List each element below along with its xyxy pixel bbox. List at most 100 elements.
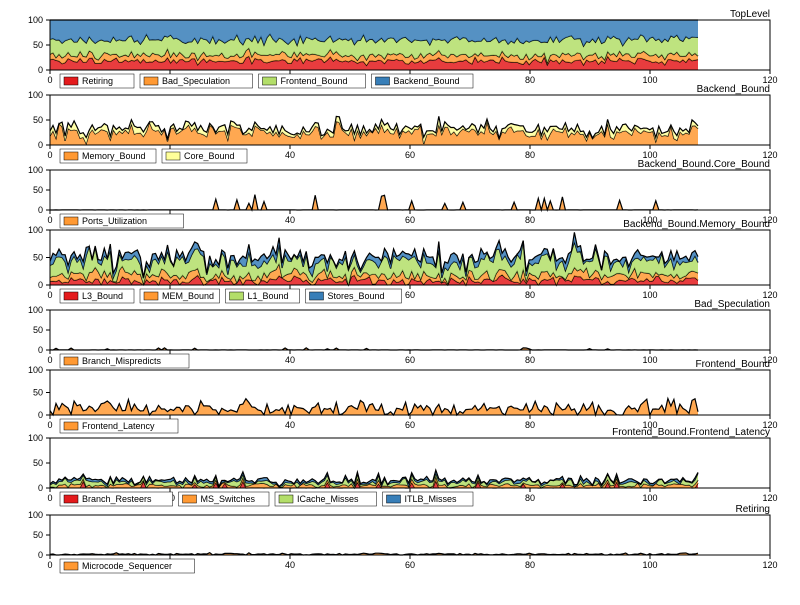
legend-label: Frontend_Latency	[82, 421, 155, 431]
legend-label: Memory_Bound	[82, 151, 146, 161]
y-tick-label: 100	[28, 15, 43, 25]
y-tick-label: 0	[38, 483, 43, 493]
y-tick-label: 100	[28, 305, 43, 315]
x-tick-label: 0	[47, 420, 52, 430]
x-tick-label: 80	[525, 560, 535, 570]
panel-title: Retiring	[736, 504, 770, 515]
legend: Memory_Bound Core_Bound	[60, 149, 247, 163]
x-tick-label: 0	[47, 290, 52, 300]
legend: Microcode_Sequencer	[60, 559, 195, 573]
panel-frontend-bound-frontend-latency: Frontend_Bound.Frontend_Latency050100020…	[28, 427, 778, 506]
legend-label: ITLB_Misses	[405, 494, 458, 504]
x-tick-label: 60	[405, 150, 415, 160]
x-tick-label: 80	[525, 355, 535, 365]
legend-label: Backend_Bound	[394, 76, 460, 86]
x-tick-label: 40	[285, 420, 295, 430]
panel-title: Frontend_Bound.Frontend_Latency	[612, 427, 770, 438]
y-tick-label: 0	[38, 65, 43, 75]
y-tick-label: 0	[38, 345, 43, 355]
x-tick-label: 60	[405, 215, 415, 225]
legend-label: Branch_Resteers	[82, 494, 152, 504]
panel-backend-bound: Backend_Bound050100020406080100120Memory…	[28, 84, 778, 163]
x-tick-label: 0	[47, 215, 52, 225]
panel-backend-bound-memory-bound: Backend_Bound.Memory_Bound05010002040608…	[28, 219, 778, 303]
legend-label: MS_Switches	[201, 494, 256, 504]
x-tick-label: 80	[525, 290, 535, 300]
legend-label: L1_Bound	[248, 291, 289, 301]
y-tick-label: 0	[38, 205, 43, 215]
x-tick-label: 0	[47, 75, 52, 85]
legend-label: Ports_Utilization	[82, 216, 147, 226]
x-tick-label: 100	[642, 75, 657, 85]
x-tick-label: 80	[525, 493, 535, 503]
y-tick-label: 50	[33, 115, 43, 125]
y-tick-label: 50	[33, 40, 43, 50]
panel-retiring: Retiring050100020406080100120Microcode_S…	[28, 504, 778, 573]
series-line	[50, 195, 698, 210]
x-tick-label: 60	[405, 420, 415, 430]
panel-title: TopLevel	[730, 9, 770, 20]
legend: L3_Bound MEM_Bound L1_Bound Stores_Bound	[60, 289, 402, 303]
legend: Ports_Utilization	[60, 214, 184, 228]
legend-label: Stores_Bound	[328, 291, 385, 301]
panel-bad-speculation: Bad_Speculation050100020406080100120Bran…	[28, 299, 778, 368]
legend-label: Branch_Mispredicts	[82, 356, 162, 366]
x-tick-label: 40	[285, 150, 295, 160]
panel-toplevel: TopLevel050100020406080100120RetiringBad…	[28, 9, 778, 88]
x-tick-label: 40	[285, 215, 295, 225]
legend: Retiring Bad_Speculation Frontend_Bound Bac…	[60, 74, 473, 88]
y-tick-label: 100	[28, 165, 43, 175]
y-tick-label: 100	[28, 90, 43, 100]
panel-title: Backend_Bound.Memory_Bound	[623, 219, 770, 230]
x-tick-label: 80	[525, 215, 535, 225]
y-tick-label: 100	[28, 510, 43, 520]
x-tick-label: 0	[47, 493, 52, 503]
legend: Branch_Resteers MS_Switches ICache_Misses I…	[60, 492, 473, 506]
legend-label: MEM_Bound	[162, 291, 214, 301]
legend: Frontend_Latency	[60, 419, 178, 433]
x-tick-label: 60	[405, 355, 415, 365]
x-tick-label: 60	[405, 560, 415, 570]
x-tick-label: 80	[525, 75, 535, 85]
x-tick-label: 40	[285, 355, 295, 365]
panel-title: Backend_Bound	[697, 84, 770, 95]
panel-frontend-bound: Frontend_Bound050100020406080100120Front…	[28, 359, 778, 433]
legend-label: Frontend_Bound	[281, 76, 348, 86]
y-tick-label: 50	[33, 325, 43, 335]
x-tick-label: 40	[285, 560, 295, 570]
legend-label: L3_Bound	[82, 291, 123, 301]
x-tick-label: 100	[642, 355, 657, 365]
y-tick-label: 100	[28, 225, 43, 235]
y-tick-label: 50	[33, 185, 43, 195]
x-tick-label: 120	[762, 560, 777, 570]
y-tick-label: 0	[38, 410, 43, 420]
legend-label: Microcode_Sequencer	[82, 561, 172, 571]
legend: Branch_Mispredicts	[60, 354, 189, 368]
legend-label: Retiring	[82, 76, 113, 86]
y-tick-label: 0	[38, 280, 43, 290]
y-tick-label: 100	[28, 433, 43, 443]
y-tick-label: 50	[33, 458, 43, 468]
series-area	[50, 195, 698, 210]
panel-title: Backend_Bound.Core_Bound	[638, 159, 770, 170]
legend-label: ICache_Misses	[297, 494, 359, 504]
x-tick-label: 120	[762, 493, 777, 503]
y-tick-label: 50	[33, 388, 43, 398]
panel-backend-bound-core-bound: Backend_Bound.Core_Bound0501000204060801…	[28, 159, 778, 228]
legend-label: Bad_Speculation	[162, 76, 230, 86]
x-tick-label: 100	[642, 290, 657, 300]
y-tick-label: 50	[33, 530, 43, 540]
x-tick-label: 80	[525, 420, 535, 430]
x-tick-label: 0	[47, 560, 52, 570]
x-tick-label: 0	[47, 150, 52, 160]
performance-chart: TopLevel050100020406080100120RetiringBad…	[0, 0, 800, 600]
legend-label: Core_Bound	[184, 151, 235, 161]
y-tick-label: 0	[38, 140, 43, 150]
x-tick-label: 0	[47, 355, 52, 365]
y-tick-label: 50	[33, 253, 43, 263]
panel-title: Frontend_Bound	[695, 359, 770, 370]
y-tick-label: 100	[28, 365, 43, 375]
x-tick-label: 60	[405, 290, 415, 300]
y-tick-label: 0	[38, 550, 43, 560]
panel-title: Bad_Speculation	[694, 299, 770, 310]
